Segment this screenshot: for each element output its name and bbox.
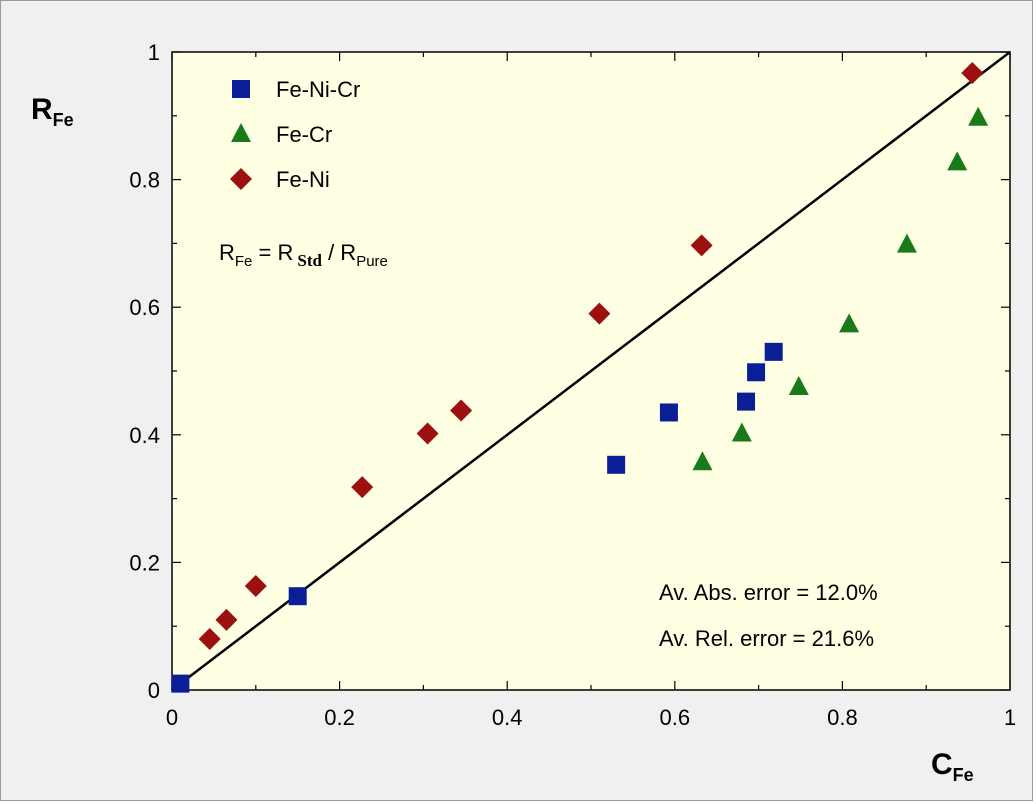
data-point-fe-ni: [450, 399, 473, 422]
legend-marker-fe-ni: [230, 168, 252, 190]
y-tick-label: 0: [148, 678, 160, 703]
data-point-fe-ni: [351, 476, 374, 499]
data-point-fe-cr: [839, 313, 860, 333]
y-axis-title: RFe: [31, 93, 74, 130]
x-tick-label: 0.2: [324, 705, 355, 730]
y-tick-label: 0.6: [129, 295, 160, 320]
legend-marker-fe-cr: [231, 123, 251, 142]
x-tick-label: 1: [1004, 705, 1016, 730]
data-point-fe-ni-cr: [607, 455, 626, 474]
data-point-fe-cr: [947, 151, 968, 171]
legend-label: Fe-Ni: [276, 167, 330, 192]
reference-line: [171, 51, 1011, 691]
abs-error-annotation: Av. Abs. error = 12.0%: [659, 580, 878, 605]
legend-marker-fe-ni-cr: [232, 80, 250, 98]
data-point-fe-cr: [968, 106, 989, 126]
data-point-fe-ni: [416, 422, 439, 445]
data-point-fe-ni-cr: [747, 363, 766, 382]
legend-label: Fe-Cr: [276, 122, 332, 147]
data-point-fe-cr: [692, 451, 713, 471]
x-axis-title: CFe: [931, 748, 974, 785]
x-tick-label: 0.8: [827, 705, 858, 730]
legend: Fe-Ni-Cr Fe-Cr Fe-Ni: [230, 77, 360, 192]
y-tick-label: 0.8: [129, 168, 160, 193]
x-tick-label: 0.4: [492, 705, 523, 730]
data-point-fe-cr: [788, 375, 809, 395]
data-point-fe-ni-cr: [764, 342, 783, 361]
data-point-fe-cr: [731, 422, 752, 442]
formula-text: RFe = R Std / RPure: [219, 240, 388, 270]
data-point-fe-ni: [690, 234, 713, 257]
y-tick-label: 0.4: [129, 423, 160, 448]
data-point-fe-cr: [896, 233, 917, 253]
data-point-fe-ni: [961, 62, 984, 85]
data-point-fe-ni: [588, 302, 611, 325]
rel-error-annotation: Av. Rel. error = 21.6%: [659, 626, 874, 651]
data-point-fe-ni: [215, 608, 238, 631]
x-tick-label: 0.6: [660, 705, 691, 730]
data-point-fe-ni: [198, 627, 221, 650]
data-point-fe-ni-cr: [288, 587, 307, 606]
legend-label: Fe-Ni-Cr: [276, 77, 360, 102]
data-point-fe-ni-cr: [659, 403, 678, 422]
data-point-fe-ni: [244, 575, 267, 598]
data-points: [171, 62, 989, 693]
data-point-fe-ni-cr: [171, 674, 190, 693]
x-tick-label: 0: [166, 705, 178, 730]
tick-labels: 0 0.2 0.4 0.6 0.8 1 0 0.2 0.4 0.6 0.8 1: [129, 40, 1016, 730]
data-point-fe-ni-cr: [737, 392, 756, 411]
y-tick-label: 0.2: [129, 550, 160, 575]
y-tick-label: 1: [148, 40, 160, 65]
